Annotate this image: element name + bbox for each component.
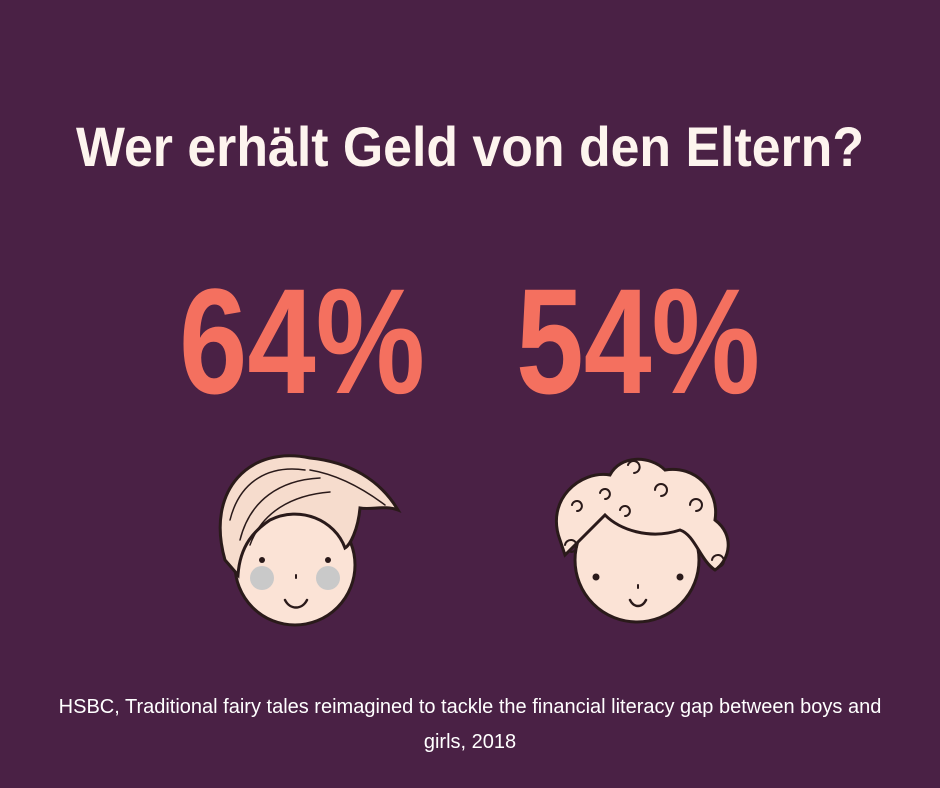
stat-value: 54%	[516, 257, 760, 425]
title: Wer erhält Geld von den Eltern?	[76, 115, 864, 178]
source-note: HSBC, Traditional fairy tales reimagined…	[58, 696, 882, 753]
boy-face	[218, 454, 402, 627]
stat-value: 64%	[179, 257, 425, 425]
girl-face	[554, 457, 730, 624]
